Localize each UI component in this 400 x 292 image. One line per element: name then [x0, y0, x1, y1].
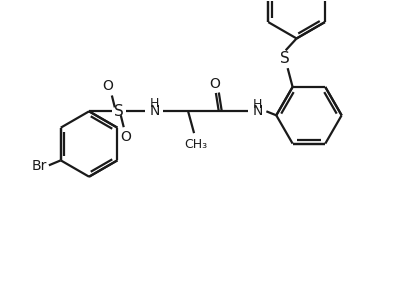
Text: O: O — [210, 77, 220, 91]
Text: O: O — [102, 79, 113, 93]
Text: N: N — [149, 104, 160, 118]
Text: H: H — [253, 98, 262, 111]
Text: O: O — [120, 130, 131, 144]
Text: N: N — [252, 104, 263, 118]
Text: S: S — [280, 51, 290, 66]
Text: S: S — [114, 104, 124, 119]
Text: Br: Br — [32, 159, 47, 173]
Text: H: H — [150, 97, 159, 110]
Text: CH₃: CH₃ — [184, 138, 208, 151]
